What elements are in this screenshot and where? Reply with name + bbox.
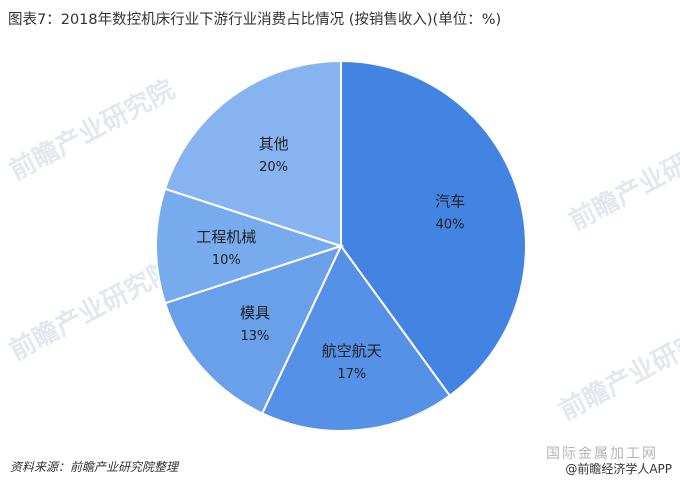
app-badge: @前瞻经济学人APP — [565, 462, 672, 476]
slice-label: 工程机械 — [196, 228, 256, 246]
chart-title: 图表7：2018年数控机床行业下游行业消费占比情况 (按销售收入)(单位：%) — [8, 12, 502, 28]
pie-slice — [340, 59, 527, 398]
slice-value-label: 10% — [212, 253, 241, 268]
pie-slice — [260, 244, 452, 432]
pie-slice — [155, 187, 345, 305]
slice-label: 汽车 — [435, 193, 465, 211]
site-watermark: 国际金属加工网 — [546, 446, 658, 462]
pie-labels: 汽车 40% 航空航天 17% 模具 13% 工程机械 10% 其他 20% — [196, 135, 465, 382]
slice-value-label: 40% — [436, 218, 465, 233]
source-note: 资料来源：前瞻产业研究院整理 — [10, 460, 179, 474]
slice-value-label: 20% — [259, 160, 288, 175]
slice-value-label: 13% — [241, 329, 270, 344]
slice-label: 其他 — [259, 135, 289, 153]
slice-label: 航空航天 — [322, 342, 382, 360]
pie-slice — [163, 244, 343, 415]
pie-slices — [155, 59, 527, 432]
pie-slice — [163, 59, 342, 248]
slice-label: 模具 — [240, 304, 270, 322]
slice-value-label: 17% — [337, 367, 366, 382]
